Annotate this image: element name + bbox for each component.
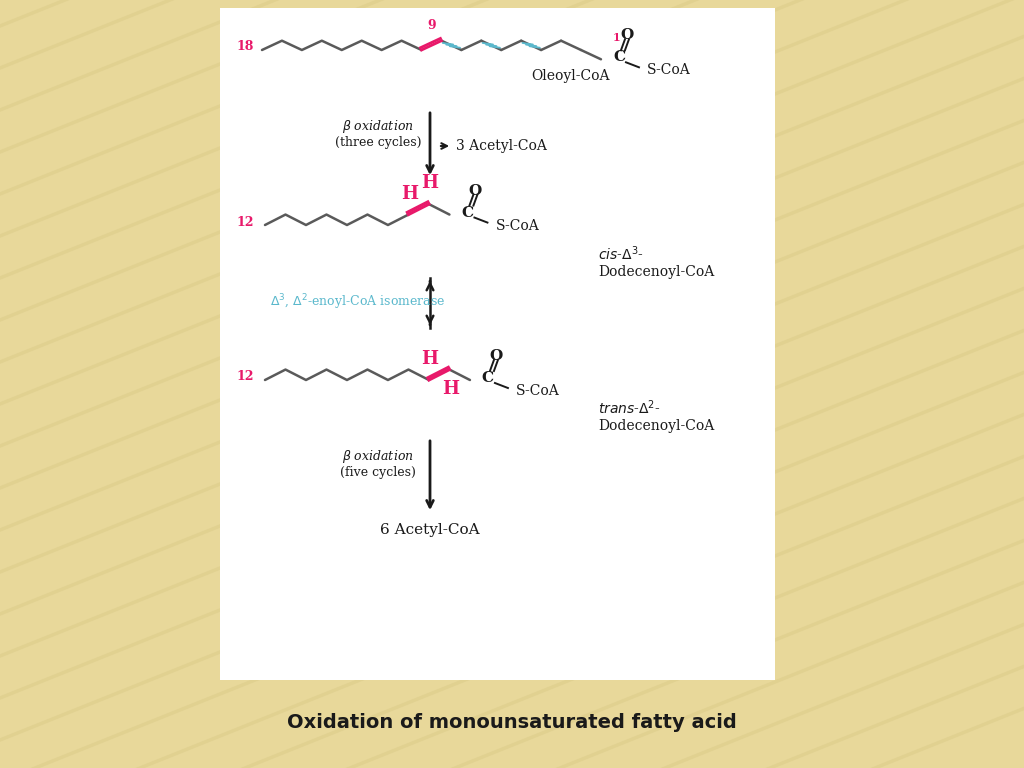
- Text: $\beta$ oxidation: $\beta$ oxidation: [342, 118, 414, 135]
- Text: Dodecenoyl-CoA: Dodecenoyl-CoA: [598, 265, 715, 279]
- Text: 18: 18: [237, 41, 254, 54]
- Text: S-CoA: S-CoA: [496, 219, 540, 233]
- Text: O: O: [489, 349, 503, 363]
- Text: 12: 12: [237, 370, 255, 383]
- Text: 1: 1: [613, 32, 621, 43]
- Text: $\beta$ oxidation: $\beta$ oxidation: [342, 448, 414, 465]
- Text: C: C: [462, 206, 473, 220]
- Text: 6 Acetyl-CoA: 6 Acetyl-CoA: [380, 523, 480, 537]
- Text: (three cycles): (three cycles): [335, 136, 421, 149]
- Text: 9: 9: [427, 18, 436, 31]
- Text: C: C: [482, 371, 494, 385]
- Text: $trans$-$\Delta^2$-: $trans$-$\Delta^2$-: [598, 399, 660, 417]
- Text: Dodecenoyl-CoA: Dodecenoyl-CoA: [598, 419, 715, 433]
- Text: H: H: [422, 174, 438, 192]
- Text: 12: 12: [237, 216, 255, 229]
- Text: H: H: [422, 350, 438, 368]
- Text: Oleoyl-CoA: Oleoyl-CoA: [530, 69, 609, 83]
- Text: C: C: [613, 50, 625, 65]
- Text: H: H: [442, 379, 459, 398]
- Text: H: H: [401, 184, 418, 203]
- Text: S-CoA: S-CoA: [516, 384, 560, 398]
- Text: (five cycles): (five cycles): [340, 466, 416, 479]
- Bar: [220, 8, 775, 680]
- Text: 3 Acetyl-CoA: 3 Acetyl-CoA: [456, 139, 547, 153]
- Text: Oxidation of monounsaturated fatty acid: Oxidation of monounsaturated fatty acid: [287, 713, 737, 733]
- Text: S-CoA: S-CoA: [647, 63, 691, 78]
- Text: $cis$-$\Delta^3$-: $cis$-$\Delta^3$-: [598, 244, 644, 263]
- Text: O: O: [469, 184, 482, 197]
- Text: O: O: [621, 28, 634, 42]
- Text: $\Delta^3$, $\Delta^2$-enoyl-CoA isomerase: $\Delta^3$, $\Delta^2$-enoyl-CoA isomera…: [270, 292, 445, 312]
